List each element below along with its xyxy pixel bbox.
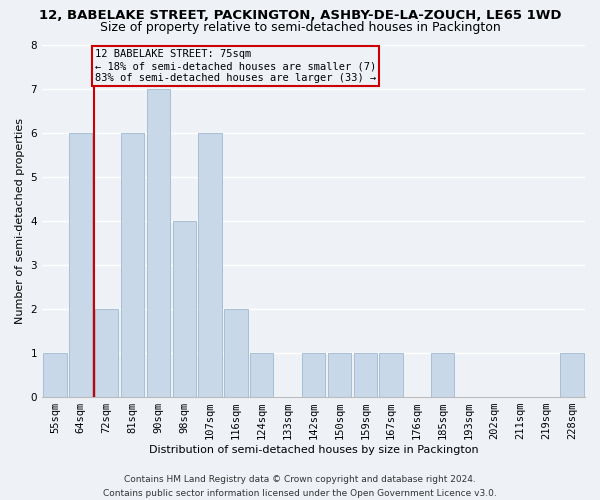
Text: Size of property relative to semi-detached houses in Packington: Size of property relative to semi-detach… bbox=[100, 21, 500, 34]
X-axis label: Distribution of semi-detached houses by size in Packington: Distribution of semi-detached houses by … bbox=[149, 445, 478, 455]
Bar bbox=[379, 353, 403, 397]
Bar bbox=[121, 133, 144, 397]
Bar bbox=[250, 353, 274, 397]
Text: 12 BABELAKE STREET: 75sqm
← 18% of semi-detached houses are smaller (7)
83% of s: 12 BABELAKE STREET: 75sqm ← 18% of semi-… bbox=[95, 50, 376, 82]
Bar bbox=[431, 353, 454, 397]
Bar bbox=[43, 353, 67, 397]
Bar bbox=[224, 309, 248, 397]
Bar bbox=[328, 353, 351, 397]
Bar bbox=[302, 353, 325, 397]
Bar bbox=[95, 309, 118, 397]
Bar bbox=[560, 353, 584, 397]
Bar bbox=[69, 133, 92, 397]
Text: Contains HM Land Registry data © Crown copyright and database right 2024.
Contai: Contains HM Land Registry data © Crown c… bbox=[103, 476, 497, 498]
Bar bbox=[199, 133, 222, 397]
Text: 12, BABELAKE STREET, PACKINGTON, ASHBY-DE-LA-ZOUCH, LE65 1WD: 12, BABELAKE STREET, PACKINGTON, ASHBY-D… bbox=[39, 9, 561, 22]
Bar bbox=[147, 89, 170, 397]
Bar bbox=[173, 221, 196, 397]
Y-axis label: Number of semi-detached properties: Number of semi-detached properties bbox=[15, 118, 25, 324]
Bar bbox=[353, 353, 377, 397]
